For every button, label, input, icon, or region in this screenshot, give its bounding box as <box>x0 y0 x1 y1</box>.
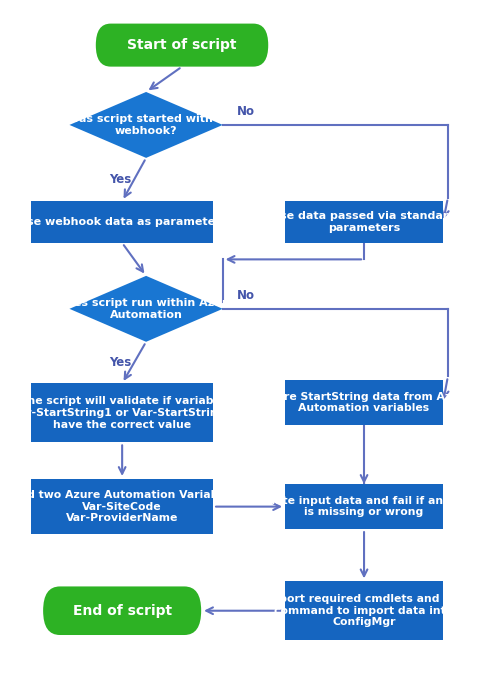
Text: Import required cmdlets and run
command to import data into
ConfigMgr: Import required cmdlets and run command … <box>264 594 464 627</box>
FancyBboxPatch shape <box>285 380 443 425</box>
FancyBboxPatch shape <box>31 383 213 443</box>
FancyBboxPatch shape <box>31 201 213 243</box>
Text: Yes: Yes <box>110 173 132 186</box>
Text: Was script started with a
webhook?: Was script started with a webhook? <box>68 114 225 136</box>
Text: Use webhook data as parameters: Use webhook data as parameters <box>18 217 227 227</box>
Text: Validate input data and fail if anything
is missing or wrong: Validate input data and fail if anything… <box>245 496 479 518</box>
FancyBboxPatch shape <box>285 484 443 529</box>
Polygon shape <box>69 276 223 341</box>
FancyBboxPatch shape <box>31 479 213 534</box>
Text: Yes: Yes <box>110 356 132 369</box>
FancyBboxPatch shape <box>285 201 443 243</box>
Text: No: No <box>237 289 255 302</box>
Text: The script will validate if variable
Var-StartString1 or Var-StartString2
have t: The script will validate if variable Var… <box>11 396 233 430</box>
Text: Use data passed via standard
parameters: Use data passed via standard parameters <box>272 211 456 233</box>
Text: End of script: End of script <box>73 604 171 618</box>
FancyBboxPatch shape <box>285 582 443 640</box>
Text: Read two Azure Automation Variables:
Var-SiteCode
Var-ProviderName: Read two Azure Automation Variables: Var… <box>4 490 240 523</box>
Text: No: No <box>237 105 255 118</box>
FancyBboxPatch shape <box>43 586 201 635</box>
Polygon shape <box>69 92 223 158</box>
Text: Start of script: Start of script <box>127 38 237 52</box>
FancyBboxPatch shape <box>96 24 268 67</box>
Text: Ignore StartString data from Azure
Automation variables: Ignore StartString data from Azure Autom… <box>257 391 471 414</box>
Text: Does script run within Azure
Automation: Does script run within Azure Automation <box>57 298 235 320</box>
